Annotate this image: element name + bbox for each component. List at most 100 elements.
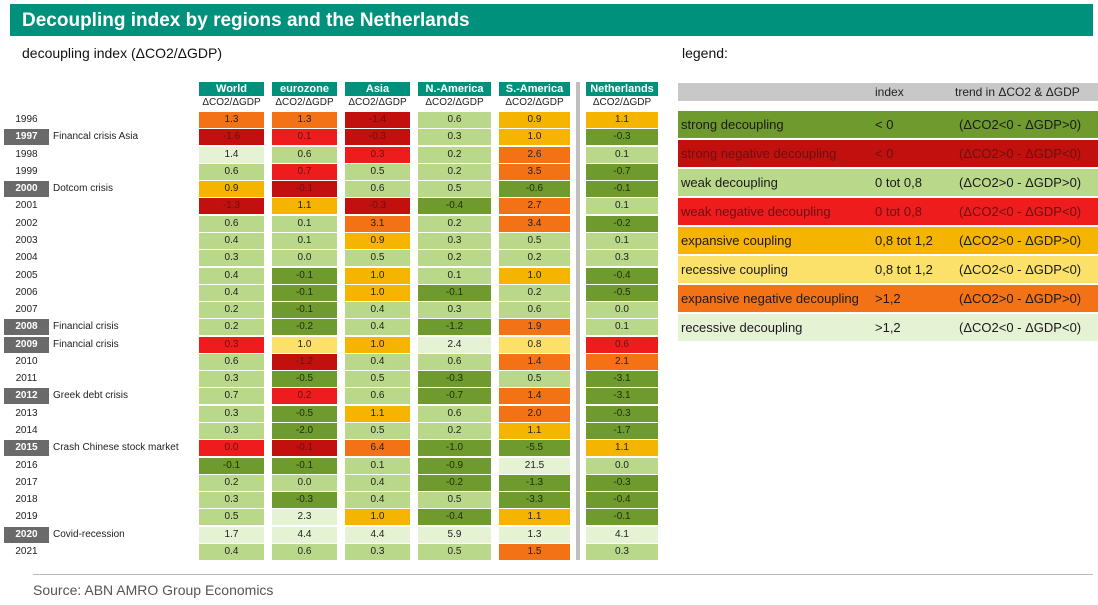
data-cell: 1.0: [499, 267, 570, 284]
data-cell: 0.6: [272, 146, 337, 163]
year-label: 2005: [15, 269, 38, 281]
data-cell: 0.5: [418, 181, 491, 198]
year-label: 2001: [15, 200, 38, 212]
data-cell: -1.3: [499, 474, 570, 491]
data-cell: -0.1: [272, 302, 337, 319]
year-label: 2021: [15, 546, 38, 557]
data-cell: -0.3: [418, 371, 491, 388]
data-cell: 1.7: [199, 526, 264, 543]
year-label: 2012: [4, 388, 49, 405]
year-label: 2007: [15, 304, 38, 316]
year-label: 2004: [15, 252, 38, 264]
data-cell: 1.1: [586, 440, 658, 457]
data-cell: 0.6: [345, 388, 410, 405]
legend-trend: (ΔCO2<0 - ΔGDP<0): [959, 320, 1082, 335]
data-cell: 1.1: [272, 198, 337, 215]
event-label: Covid-recession: [53, 528, 125, 540]
data-cell: -0.3: [586, 405, 658, 422]
data-cell: -0.1: [199, 457, 264, 474]
data-cell: -5.5: [499, 440, 570, 457]
data-cell: 0.2: [199, 302, 264, 319]
legend-index: >1,2: [875, 320, 901, 335]
data-cell: -0.1: [586, 509, 658, 526]
legend-index: 0 tot 0,8: [875, 175, 922, 190]
legend-header-bar: [678, 83, 1098, 101]
data-cell: 0.3: [418, 232, 491, 249]
data-cell: -0.3: [345, 198, 410, 215]
year-label: 2003: [15, 234, 38, 246]
data-cell: 3.5: [499, 163, 570, 180]
legend-name: recessive coupling: [681, 262, 788, 277]
data-cell: 1.1: [499, 509, 570, 526]
event-label: Dotcom crisis: [53, 183, 114, 195]
data-cell: 0.8: [499, 336, 570, 353]
legend-trend: (ΔCO2<0 - ΔGDP<0): [959, 204, 1082, 219]
data-cell: 2.4: [418, 336, 491, 353]
year-label: 2015: [4, 440, 49, 457]
data-cell: -0.3: [345, 129, 410, 146]
column-header: N.-America: [418, 82, 491, 96]
data-cell: -1.7: [586, 423, 658, 440]
data-cell: 0.3: [199, 492, 264, 509]
data-cell: -0.7: [418, 388, 491, 405]
legend-trend: (ΔCO2>0 - ΔGDP<0): [959, 146, 1082, 161]
data-cell: 3.4: [499, 215, 570, 232]
data-cell: -0.1: [586, 181, 658, 198]
column-header: S.-America: [499, 82, 570, 96]
legend-title: legend:: [682, 45, 728, 61]
year-label: 2020: [4, 526, 49, 543]
data-cell: 0.3: [418, 129, 491, 146]
data-cell: 0.6: [418, 405, 491, 422]
source-note: Source: ABN AMRO Group Economics: [33, 582, 274, 598]
data-cell: 0.7: [199, 388, 264, 405]
data-cell: 0.3: [586, 544, 658, 560]
data-cell: 0.3: [199, 405, 264, 422]
legend-name: weak decoupling: [681, 175, 778, 190]
data-cell: 0.4: [345, 302, 410, 319]
data-cell: 0.0: [586, 457, 658, 474]
data-cell: 0.4: [345, 353, 410, 370]
data-cell: 0.6: [418, 112, 491, 128]
data-cell: 0.5: [345, 163, 410, 180]
data-cell: 0.2: [272, 388, 337, 405]
year-label: 2016: [15, 459, 38, 471]
data-cell: 0.5: [345, 423, 410, 440]
data-cell: 0.3: [199, 423, 264, 440]
data-cell: 0.2: [418, 423, 491, 440]
legend-trend: (ΔCO2>0 - ΔGDP>0): [959, 291, 1082, 306]
data-cell: -0.1: [272, 440, 337, 457]
legend-row-snd: strong negative decoupling < 0 (ΔCO2>0 - Δ…: [678, 140, 1098, 167]
year-label: 2006: [15, 286, 38, 298]
data-cell: -0.2: [586, 215, 658, 232]
data-cell: 1.1: [499, 423, 570, 440]
data-cell: -1.3: [199, 198, 264, 215]
data-cell: 1.1: [345, 405, 410, 422]
data-cell: 2.3: [272, 509, 337, 526]
data-cell: 0.9: [199, 181, 264, 198]
data-cell: 0.0: [586, 302, 658, 319]
data-cell: -0.1: [272, 267, 337, 284]
data-cell: 0.2: [499, 250, 570, 267]
data-cell: -1.0: [418, 440, 491, 457]
column-unit: ΔCO2/ΔGDP: [202, 97, 261, 108]
legend-row-end: expansive negative decoupling >1,2 (ΔCO2>0…: [678, 285, 1098, 312]
data-cell: 0.4: [199, 267, 264, 284]
year-label: 2008: [4, 319, 49, 336]
data-cell: -3.1: [586, 388, 658, 405]
data-cell: 0.4: [345, 474, 410, 491]
data-cell: 0.6: [586, 336, 658, 353]
year-label: 2002: [15, 217, 38, 229]
year-label: 2017: [15, 476, 38, 488]
year-label: 2014: [15, 425, 38, 437]
data-cell: 1.3: [199, 112, 264, 128]
data-cell: -0.1: [272, 457, 337, 474]
chart-subtitle: decoupling index (ΔCO2/ΔGDP): [22, 45, 223, 61]
data-cell: 0.1: [586, 146, 658, 163]
data-cell: 2.7: [499, 198, 570, 215]
legend-trend: (ΔCO2>0 - ΔGDP>0): [959, 175, 1082, 190]
event-label: Financial crisis: [53, 338, 119, 350]
data-cell: -1.2: [272, 353, 337, 370]
data-cell: 0.6: [199, 215, 264, 232]
data-cell: 0.3: [199, 250, 264, 267]
data-cell: 0.0: [272, 474, 337, 491]
